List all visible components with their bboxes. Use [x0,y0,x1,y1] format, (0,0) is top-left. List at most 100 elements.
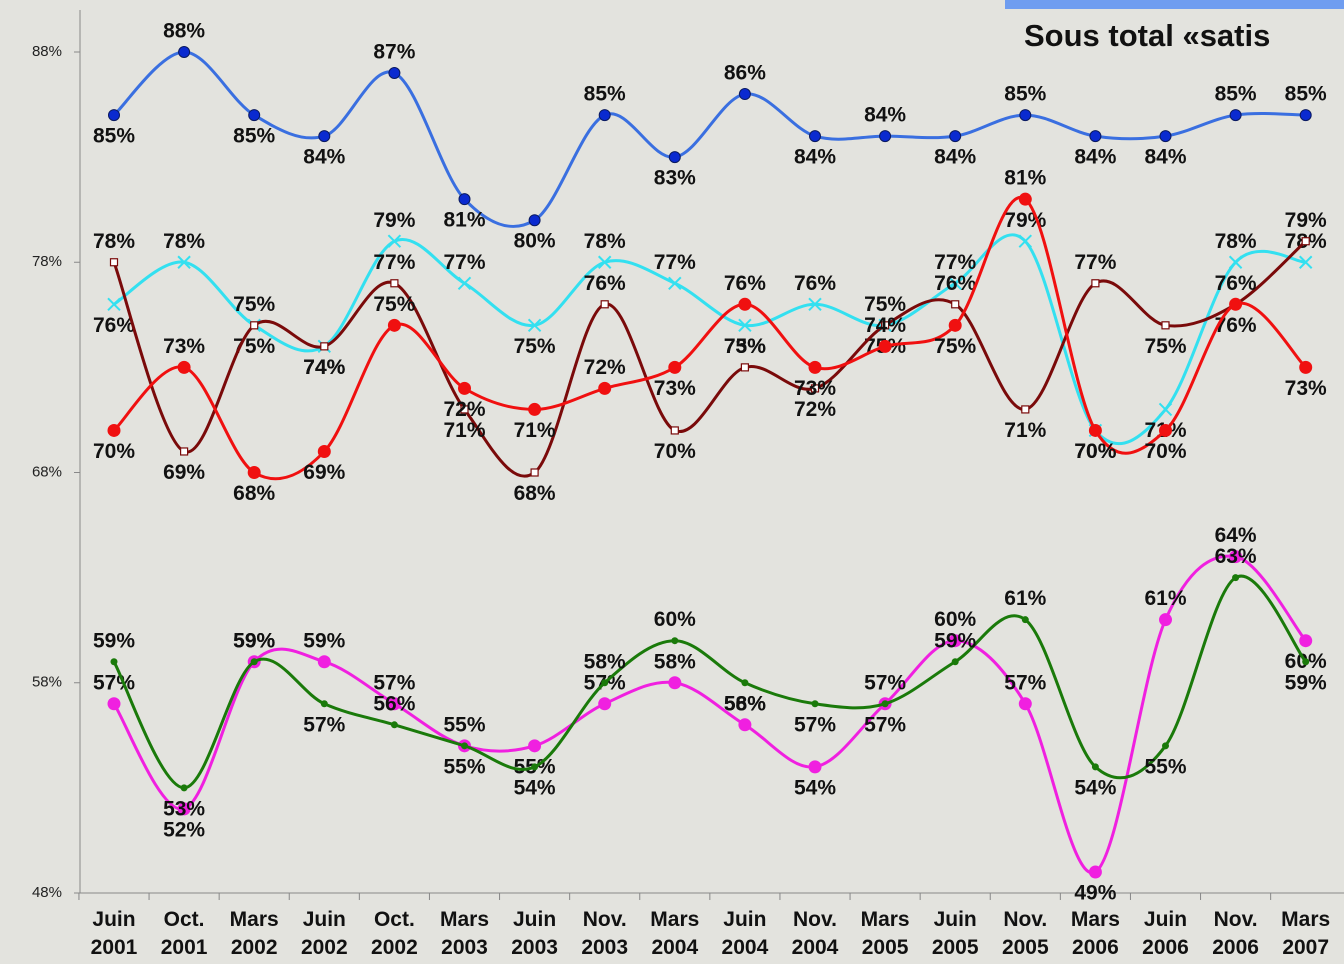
data-label: 52% [163,818,205,841]
data-label: 74% [303,356,345,379]
data-label: 59% [233,629,275,652]
marker [528,739,542,753]
marker [738,318,752,333]
marker [178,46,191,58]
data-label: 57% [93,671,135,694]
marker [1158,402,1173,417]
marker [597,255,612,269]
marker [1089,130,1102,143]
marker [177,255,191,269]
marker [948,276,962,290]
marker [811,700,819,708]
data-label: 72% [443,398,485,421]
series-line [112,240,1307,478]
x-tick-label: Nov. 2003 [581,908,629,959]
title-bar [1005,0,1344,9]
marker [318,130,331,143]
marker [740,363,750,372]
data-label: 77% [1074,251,1116,274]
data-label: 61% [1004,587,1046,610]
marker [387,318,401,332]
x-tick-label: Nov. 2006 [1212,908,1259,959]
marker [317,655,331,669]
y-tick-label: 68% [32,463,62,480]
data-label: 70% [1144,440,1186,463]
data-label: 72% [794,398,836,421]
data-label: 76% [93,314,135,337]
data-label: 73% [724,335,766,358]
marker [527,318,542,333]
data-label: 84% [934,146,976,169]
marker [1018,234,1033,248]
x-tick-label: Mars 2004 [650,908,700,959]
data-label: 84% [794,146,836,169]
data-label: 71% [514,419,556,442]
marker [809,130,821,143]
marker [250,658,258,666]
data-label: 75% [233,293,275,316]
marker [108,109,120,122]
data-label: 57% [864,713,906,736]
data-label: 55% [443,755,485,778]
data-label: 57% [864,671,906,694]
x-tick-label: Juin 2004 [721,908,769,959]
marker [1091,763,1099,771]
marker [388,67,401,80]
y-tick-label: 88% [32,43,62,60]
data-label: 76% [1215,272,1257,295]
data-label: 76% [794,272,836,295]
series-line [113,233,1306,446]
marker [1159,423,1172,437]
marker [1088,423,1102,437]
marker [668,676,682,690]
marker [880,321,890,330]
data-label: 69% [303,461,345,484]
data-label: 56% [724,692,766,715]
marker [948,634,962,648]
marker [1159,130,1172,143]
data-label: 70% [93,440,135,463]
data-label: 59% [93,629,135,652]
data-label: 76% [724,272,766,295]
marker [1018,697,1032,711]
data-label: 71% [1004,419,1046,442]
data-label: 54% [514,776,556,799]
x-tick-label: Juin 2005 [931,908,979,959]
data-label: 74% [303,356,345,379]
data-label: 77% [654,251,696,274]
data-label: 73% [1285,377,1327,400]
x-tick-label: Nov. 2004 [791,908,839,959]
data-label: 85% [1004,83,1046,106]
data-label: 79% [1285,209,1327,232]
data-label: 78% [1215,230,1257,253]
data-label: 85% [584,83,626,106]
data-label: 59% [934,629,976,652]
marker [668,151,681,164]
marker [1162,742,1169,750]
y-tick-label: 78% [32,253,62,270]
data-label: 74% [864,314,906,337]
marker [110,658,118,666]
marker [881,700,889,708]
marker [1228,255,1243,269]
marker [107,697,121,711]
data-label: 76% [934,272,976,295]
marker [1091,279,1100,288]
x-tick-label: Oct. 2002 [371,908,418,959]
marker [1018,192,1032,206]
marker [387,234,402,248]
marker [951,300,960,309]
data-label: 70% [654,440,696,463]
marker [670,426,679,435]
data-label: 77% [934,251,976,274]
x-tick-label: Mars 2005 [860,908,910,959]
data-label: 72% [584,356,626,379]
data-label: 78% [163,230,205,253]
data-label: 63% [1215,545,1257,568]
marker [668,276,682,290]
data-label: 56% [373,692,415,715]
data-label: 73% [654,377,696,400]
y-tick-label: 58% [32,674,62,691]
data-label: 61% [1144,587,1186,610]
